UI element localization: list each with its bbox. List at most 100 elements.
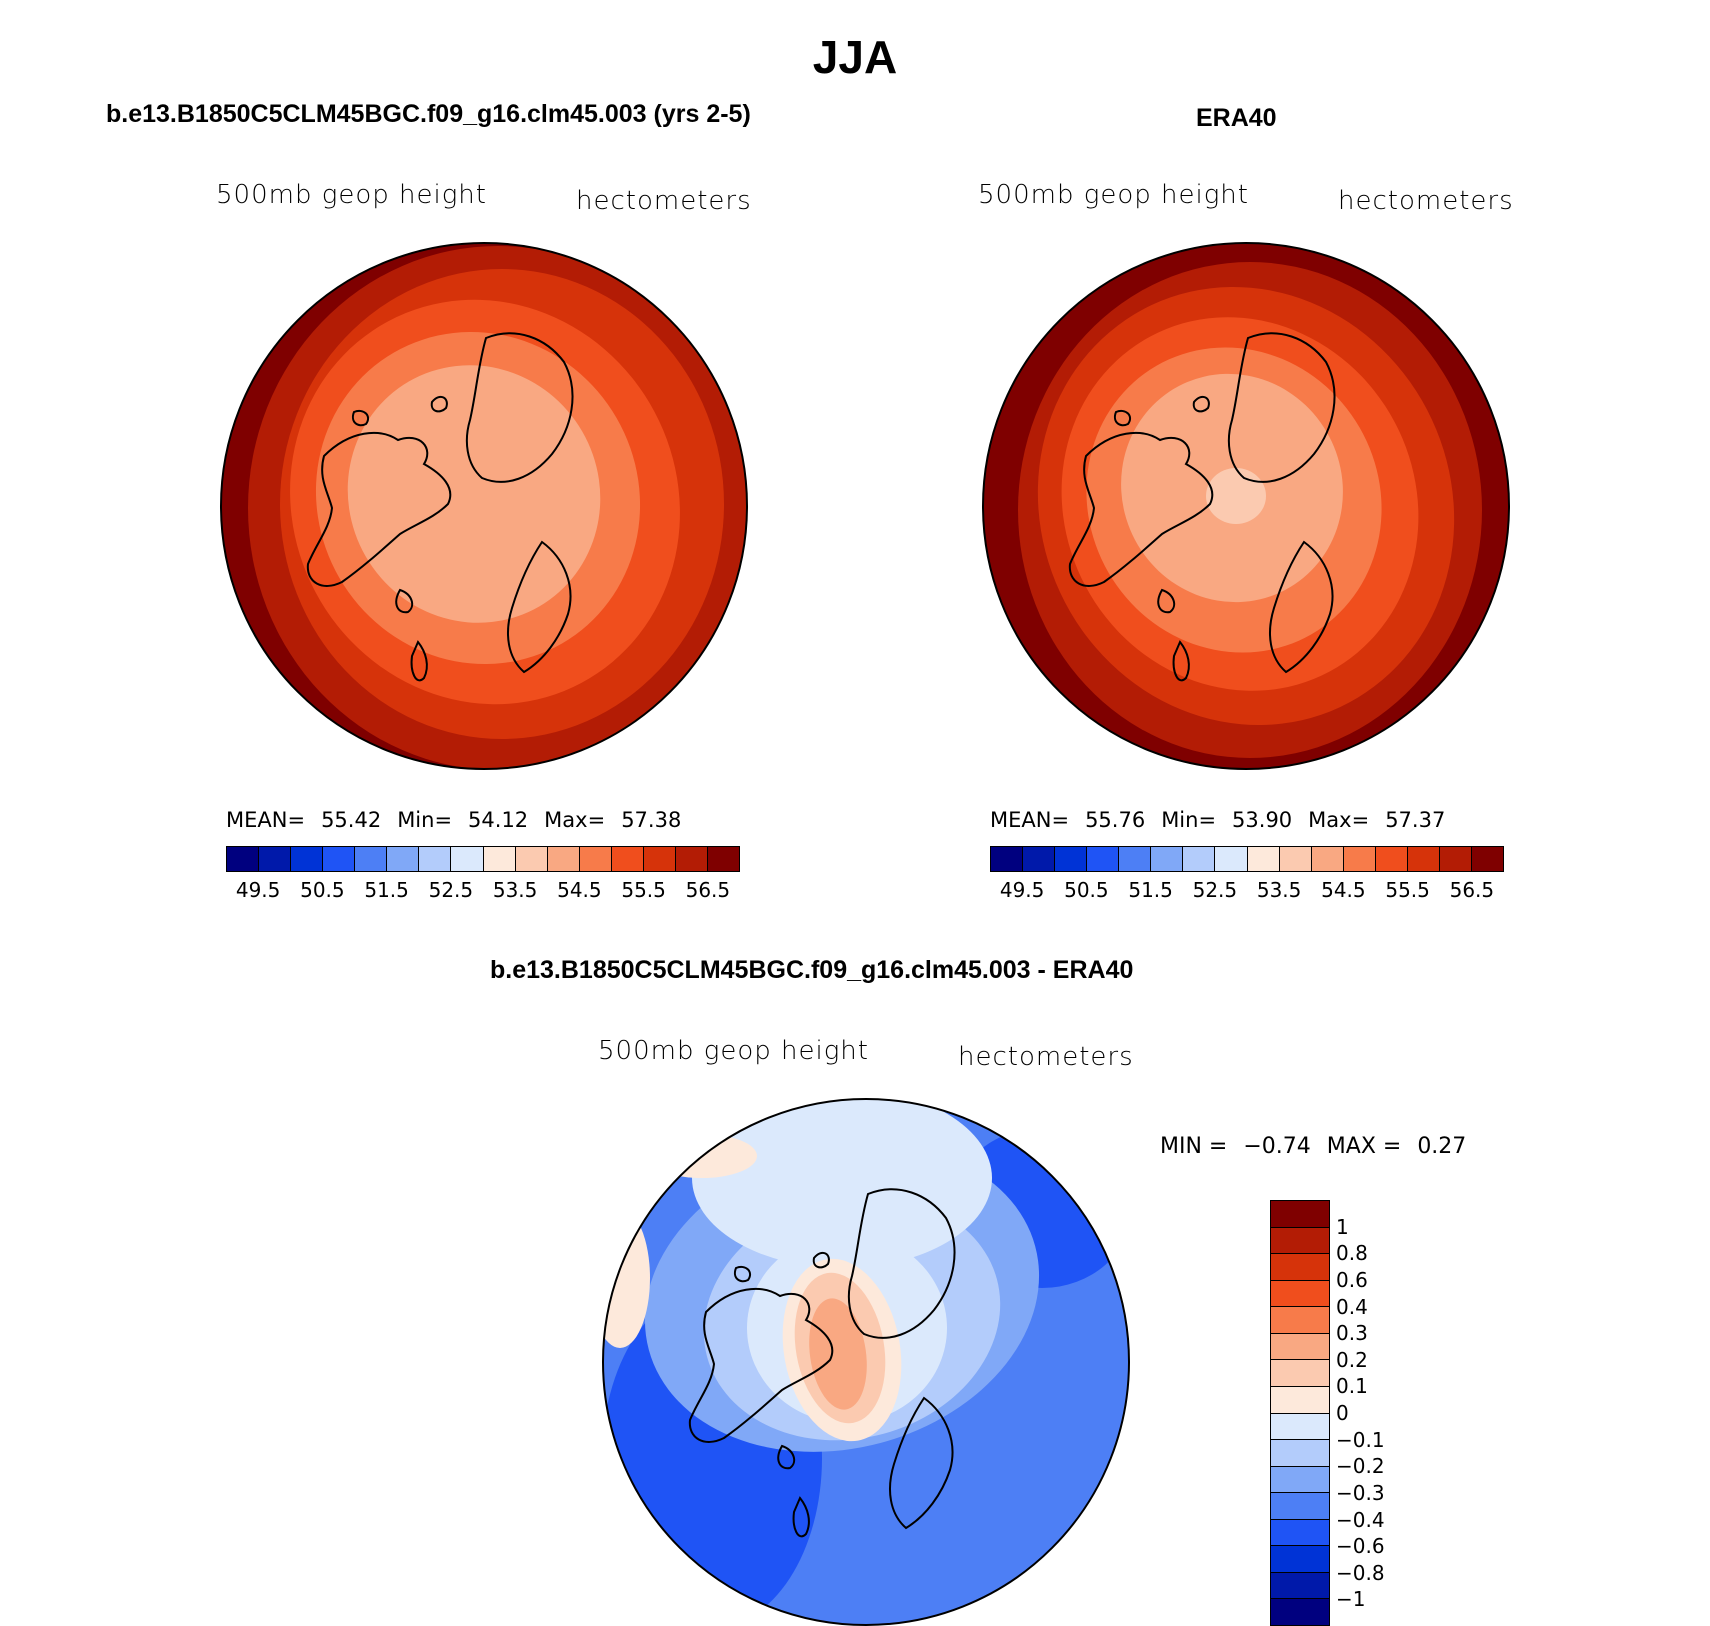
diff-colorbar-tick-label: −0.2 (1336, 1454, 1385, 1479)
model-colorbar-swatch (611, 847, 644, 871)
model-colorbar-swatch (643, 847, 676, 871)
diff-colorbar-tick-label: 0 (1336, 1401, 1349, 1425)
model-colorbar-swatch (483, 847, 516, 871)
diff-colorbar-tick-label: 0.8 (1336, 1241, 1368, 1266)
obs-colorbar-swatch (1279, 847, 1312, 871)
diff-contour-fill-0c (603, 1208, 650, 1348)
model-colorbar-tick-label: 49.5 (235, 878, 281, 902)
model-variable-label: 500mb geop height (216, 180, 487, 210)
obs-panel-title: ERA40 (1196, 104, 1277, 132)
diff-colorbar-tick-label: 0.2 (1336, 1347, 1368, 1372)
diff-contour-fill-neg0.1 (692, 1099, 992, 1268)
model-map-border (220, 242, 748, 770)
obs-map-border (982, 242, 1510, 770)
diff-units-label: hectometers (958, 1042, 1134, 1072)
obs-colorbar-swatch (1471, 847, 1503, 871)
obs-colorbar-swatch (1151, 847, 1184, 871)
model-stats: MEAN= 55.42 Min= 54.12 Max= 57.38 (226, 808, 682, 832)
diff-map (602, 1098, 1130, 1626)
diff-max-value: 0.27 (1417, 1134, 1467, 1159)
diff-contour-fill-0.2 (809, 1298, 867, 1410)
obs-contour-fill-53.5 (1206, 468, 1266, 524)
model-max-value: 57.38 (621, 808, 682, 832)
model-colorbar-tick-label: 55.5 (621, 878, 666, 902)
obs-min-value: 53.90 (1232, 808, 1293, 832)
diff-colorbar-tick-label: 0.6 (1336, 1267, 1368, 1292)
model-colorbar-swatch (419, 847, 452, 871)
diff-colorbar-swatch (1271, 1546, 1329, 1573)
diff-colorbar-tick-label: −0.1 (1336, 1427, 1385, 1452)
diff-colorbar-tick-label: 0.1 (1336, 1374, 1368, 1399)
obs-colorbar-tick-label: 53.5 (1256, 878, 1302, 902)
obs-colorbar-swatch (1439, 847, 1472, 871)
obs-colorbar-swatch (1087, 847, 1120, 871)
obs-colorbar-tick-label: 51.5 (1128, 878, 1173, 902)
model-colorbar-swatch (547, 847, 580, 871)
diff-colorbar-tick-label: 0.3 (1336, 1321, 1368, 1346)
obs-mean-value: 55.76 (1085, 808, 1146, 832)
model-mean-value: 55.42 (321, 808, 382, 832)
diff-colorbar-swatch (1271, 1466, 1329, 1494)
diff-colorbar-tick-label: −1 (1336, 1587, 1366, 1612)
diff-colorbar-tick-label: −0.4 (1336, 1507, 1385, 1532)
obs-colorbar-swatch (991, 847, 1024, 871)
model-colorbar-tick-label: 53.5 (492, 878, 538, 902)
obs-colorbar-tick-label: 52.5 (1192, 878, 1238, 902)
diff-colorbar-swatch (1271, 1440, 1329, 1467)
obs-colorbar-swatch (1119, 847, 1152, 871)
diff-colorbar-swatch (1271, 1599, 1329, 1625)
diff-colorbar-swatch (1271, 1254, 1329, 1281)
diff-colorbar-swatch (1271, 1413, 1329, 1441)
model-units-label: hectometers (576, 186, 752, 216)
model-colorbar-tick-label: 56.5 (685, 878, 731, 902)
figure-title: JJA (812, 31, 898, 83)
obs-colorbar-swatch (1183, 847, 1216, 871)
diff-coastlines (688, 1188, 956, 1538)
obs-units-label: hectometers (1338, 186, 1514, 216)
diff-stats: MIN = −0.74 MAX = 0.27 (1160, 1134, 1467, 1159)
diff-colorbar-swatch (1271, 1333, 1329, 1361)
model-colorbar-swatch (259, 847, 292, 871)
diff-variable-label: 500mb geop height (598, 1036, 869, 1066)
diff-colorbar-swatch (1271, 1227, 1329, 1255)
obs-colorbar-tick-label: 50.5 (1064, 878, 1109, 902)
obs-colorbar-swatch (1407, 847, 1440, 871)
obs-map (982, 242, 1510, 770)
obs-colorbar-tick-label: 56.5 (1449, 878, 1495, 902)
model-colorbar: 49.5 50.5 51.5 52.5 53.5 54.5 55.5 56.5 (226, 846, 740, 902)
obs-stats: MEAN= 55.76 Min= 53.90 Max= 57.37 (990, 808, 1446, 832)
obs-variable-label: 500mb geop height (978, 180, 1249, 210)
model-panel-title: b.e13.B1850C5CLM45BGC.f09_g16.clm45.003 … (106, 100, 751, 128)
obs-colorbar-tick-label: 49.5 (999, 878, 1045, 902)
diff-colorbar-ticks: 1 0.8 0.6 0.4 0.3 0.2 0.1 0 −0.1 −0.2 −0.3 −0.4 −0.6… (1336, 1200, 1396, 1626)
diff-colorbar-swatch (1271, 1307, 1329, 1334)
diff-colorbar (1270, 1200, 1330, 1626)
obs-max-value: 57.37 (1385, 808, 1446, 832)
diff-colorbar-swatch (1271, 1386, 1329, 1414)
obs-colorbar: 49.5 50.5 51.5 52.5 53.5 54.5 55.5 56.5 (990, 846, 1504, 902)
diff-panel-title: b.e13.B1850C5CLM45BGC.f09_g16.clm45.003 … (490, 956, 1134, 984)
model-contour-fill-54 (347, 365, 601, 623)
model-colorbar-swatch (675, 847, 708, 871)
diff-colorbar-tick-label: 1 (1336, 1214, 1349, 1239)
diff-colorbar-tick-label: −0.6 (1336, 1534, 1385, 1559)
obs-colorbar-swatch (1055, 847, 1088, 871)
model-colorbar-tick-label: 51.5 (364, 878, 409, 902)
diff-colorbar-swatch (1271, 1201, 1329, 1228)
model-colorbar-tick-label: 50.5 (300, 878, 345, 902)
obs-colorbar-swatch (1343, 847, 1376, 871)
diff-colorbar-tick-label: 0.4 (1336, 1294, 1368, 1319)
model-colorbar-swatch (387, 847, 420, 871)
obs-colorbar-swatch (1311, 847, 1344, 871)
model-coastlines (306, 332, 574, 682)
model-min-value: 54.12 (468, 808, 529, 832)
obs-coastlines (1068, 332, 1336, 682)
model-colorbar-swatch (515, 847, 548, 871)
diff-colorbar-swatch (1271, 1360, 1329, 1387)
diff-colorbar-swatch (1271, 1572, 1329, 1600)
model-colorbar-swatch (291, 847, 324, 871)
obs-colorbar-swatch (1375, 847, 1408, 871)
obs-colorbar-swatch (1215, 847, 1248, 871)
obs-colorbar-tick-label: 55.5 (1385, 878, 1430, 902)
model-colorbar-swatch (707, 847, 739, 871)
